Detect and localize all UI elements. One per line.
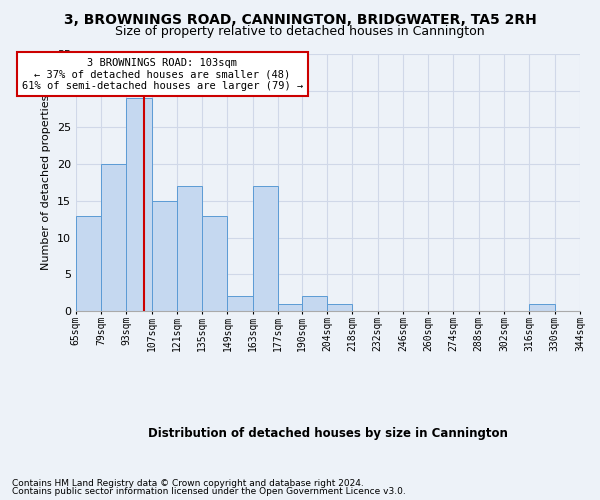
Bar (227, 296, 253, 311)
Bar (76, 216, 101, 311)
Text: 3, BROWNINGS ROAD, CANNINGTON, BRIDGWATER, TA5 2RH: 3, BROWNINGS ROAD, CANNINGTON, BRIDGWATE… (64, 12, 536, 26)
Bar (302, 296, 327, 311)
Bar (529, 304, 554, 311)
Text: Contains public sector information licensed under the Open Government Licence v3: Contains public sector information licen… (12, 487, 406, 496)
Y-axis label: Number of detached properties: Number of detached properties (41, 95, 51, 270)
Bar (177, 186, 202, 311)
Text: Size of property relative to detached houses in Cannington: Size of property relative to detached ho… (115, 25, 485, 38)
X-axis label: Distribution of detached houses by size in Cannington: Distribution of detached houses by size … (148, 427, 508, 440)
Text: Contains HM Land Registry data © Crown copyright and database right 2024.: Contains HM Land Registry data © Crown c… (12, 478, 364, 488)
Bar (278, 304, 302, 311)
Bar (101, 164, 126, 311)
Bar (327, 304, 352, 311)
Bar (126, 98, 152, 311)
Bar (152, 201, 177, 311)
Bar (253, 186, 278, 311)
Bar (202, 216, 227, 311)
Text: 3 BROWNINGS ROAD: 103sqm
← 37% of detached houses are smaller (48)
61% of semi-d: 3 BROWNINGS ROAD: 103sqm ← 37% of detach… (22, 58, 303, 91)
